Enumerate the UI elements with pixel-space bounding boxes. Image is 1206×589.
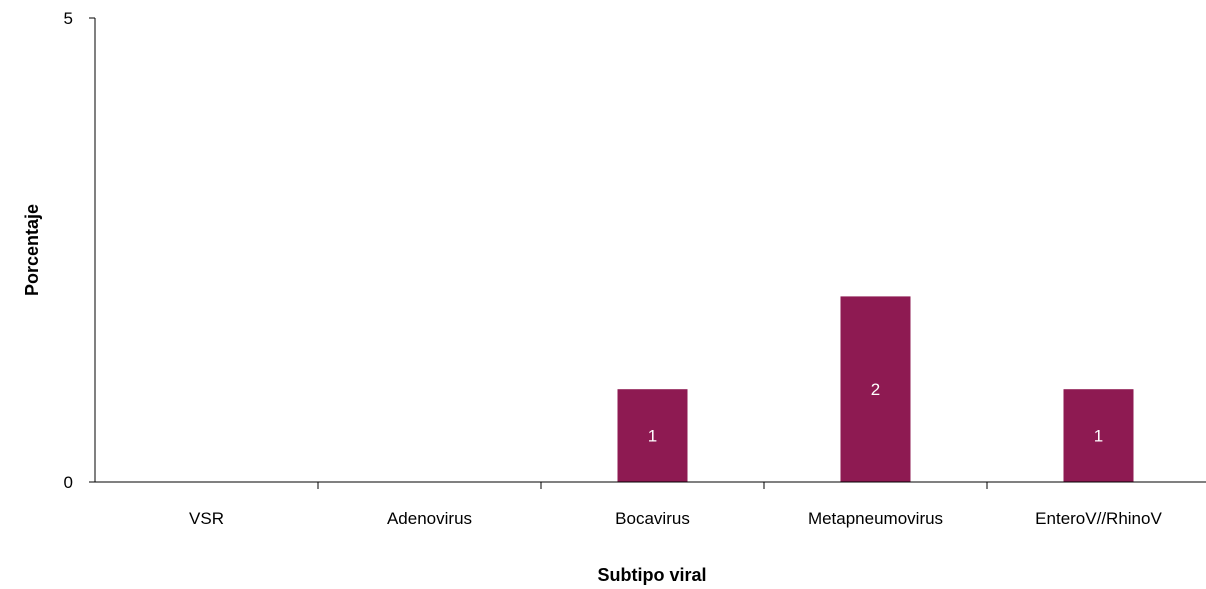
x-axis-title: Subtipo viral (597, 565, 706, 585)
bar (617, 389, 688, 482)
y-tick-label: 0 (64, 473, 73, 492)
data-labels-group: 1 2 1 (648, 380, 1103, 445)
y-tick-label: 5 (64, 9, 73, 28)
data-label: 1 (648, 427, 657, 446)
bar (1063, 389, 1134, 482)
x-tick-label: Metapneumovirus (808, 509, 943, 528)
y-tick-labels: 05 (64, 9, 73, 492)
x-tick-label: EnteroV//RhinoV (1035, 509, 1162, 528)
data-label: 2 (871, 380, 880, 399)
y-axis-title: Porcentaje (22, 204, 42, 296)
data-label: 1 (1094, 427, 1103, 446)
x-tick-labels: VSR Adenovirus Bocavirus Metapneumovirus Ent… (189, 509, 1162, 528)
bar (840, 296, 911, 482)
bars-group (617, 296, 1134, 482)
x-tick-label: VSR (189, 509, 224, 528)
tick-marks-group (89, 17, 988, 489)
x-tick-label: Adenovirus (387, 509, 472, 528)
x-tick-label: Bocavirus (615, 509, 690, 528)
